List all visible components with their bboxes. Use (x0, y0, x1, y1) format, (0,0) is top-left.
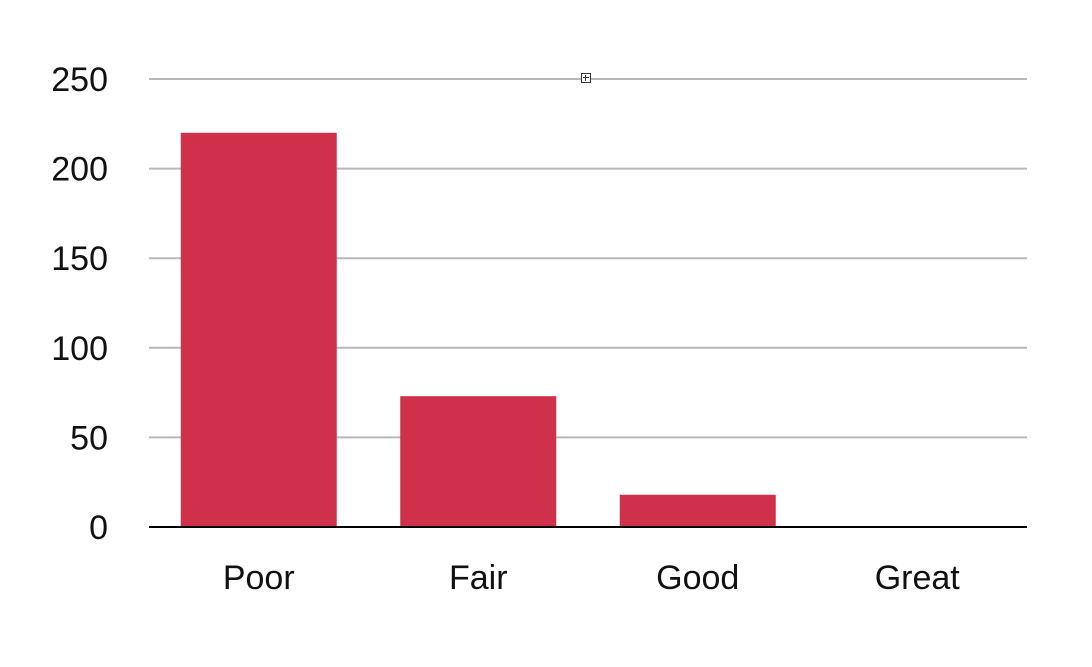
y-tick-labels: 0 50 100 150 200 250 (51, 61, 108, 547)
x-tick-labels: Poor Fair Good Great (223, 559, 960, 597)
y-tick-label: 0 (89, 509, 108, 547)
move-handle-icon[interactable] (581, 73, 591, 83)
y-tick-label: 100 (51, 330, 108, 368)
bars (180, 132, 996, 528)
y-tick-label: 50 (70, 419, 108, 457)
bar-poor[interactable] (180, 132, 337, 527)
x-tick-label: Good (656, 559, 739, 597)
x-tick-label: Poor (223, 559, 295, 597)
y-tick-label: 250 (51, 61, 108, 99)
x-tick-label: Great (875, 559, 961, 597)
y-tick-label: 150 (51, 240, 108, 278)
bar-fair[interactable] (400, 396, 557, 527)
bar-good[interactable] (619, 494, 776, 527)
x-tick-label: Fair (449, 559, 508, 597)
y-tick-label: 200 (51, 151, 108, 189)
